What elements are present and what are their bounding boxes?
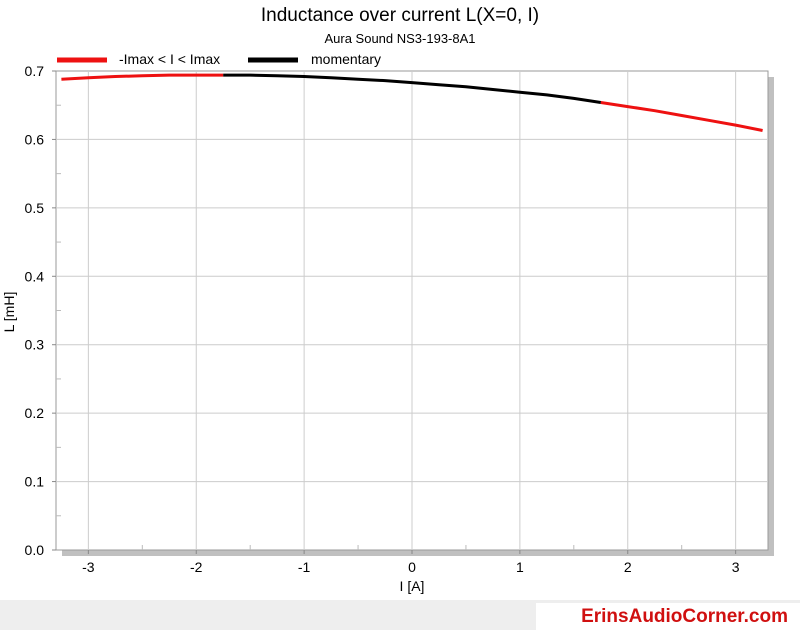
- x-tick-label: 0: [408, 559, 416, 575]
- y-tick-label: 0.4: [25, 268, 45, 284]
- series-line-1: [223, 73, 602, 104]
- x-tick-label: 1: [516, 559, 524, 575]
- y-axis-label: L [mH]: [1, 292, 17, 333]
- legend-label-1: momentary: [311, 51, 381, 67]
- y-tick-label: 0.3: [25, 337, 45, 353]
- brand-link[interactable]: ErinsAudioCorner.com: [581, 606, 788, 627]
- legend-label-0: -Imax < I < Imax: [119, 51, 220, 67]
- legend: -Imax < I < Imax momentary: [57, 51, 381, 67]
- chart-subtitle: Aura Sound NS3-193-8A1: [324, 31, 475, 46]
- x-tick-label: 3: [732, 559, 740, 575]
- y-tick-label: 0.0: [25, 542, 45, 558]
- series-line-0: [61, 73, 224, 81]
- y-tick-label: 0.7: [25, 63, 45, 79]
- brand-box: [536, 603, 800, 630]
- chart-title: Inductance over current L(X=0, I): [261, 5, 539, 26]
- y-tick-label: 0.2: [25, 405, 45, 421]
- chart: Inductance over current L(X=0, I) Aura S…: [1, 5, 774, 594]
- x-tick-label: 2: [624, 559, 632, 575]
- y-tick-label: 0.6: [25, 131, 45, 147]
- x-tick-label: -1: [298, 559, 311, 575]
- gridlines: [56, 71, 768, 550]
- y-axis: 0.0 0.1 0.2 0.3 0.4 0.5 0.6 0.7: [25, 63, 56, 558]
- y-tick-label: 0.5: [25, 200, 45, 216]
- x-axis-label: I [A]: [400, 578, 425, 594]
- minor-ticks: [56, 104, 683, 550]
- x-axis: -3 -2 -1 0 1 2 3: [82, 550, 740, 575]
- x-tick-label: -3: [82, 559, 95, 575]
- series-line-0: [600, 101, 763, 132]
- x-tick-label: -2: [190, 559, 203, 575]
- y-tick-label: 0.1: [25, 474, 45, 490]
- series-layer: [61, 73, 763, 132]
